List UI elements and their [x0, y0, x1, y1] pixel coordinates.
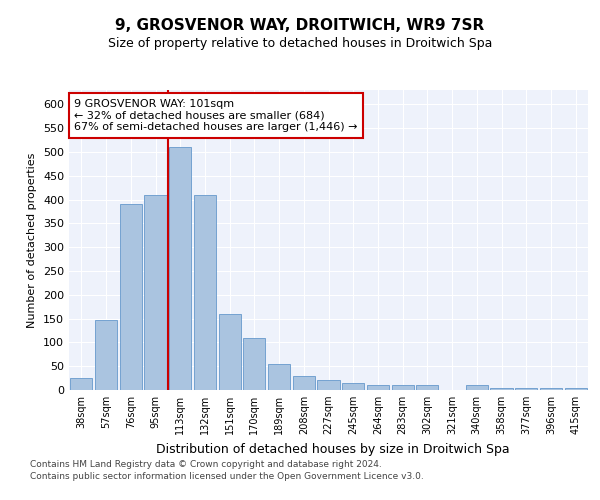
- Bar: [466, 385, 488, 390]
- Text: 9 GROSVENOR WAY: 101sqm
← 32% of detached houses are smaller (684)
67% of semi-d: 9 GROSVENOR WAY: 101sqm ← 32% of detache…: [74, 99, 358, 132]
- Text: Size of property relative to detached houses in Droitwich Spa: Size of property relative to detached ho…: [108, 38, 492, 51]
- Bar: [70, 378, 92, 390]
- Bar: [540, 388, 562, 390]
- Bar: [293, 376, 315, 390]
- Text: Distribution of detached houses by size in Droitwich Spa: Distribution of detached houses by size …: [156, 442, 510, 456]
- Y-axis label: Number of detached properties: Number of detached properties: [28, 152, 37, 328]
- Bar: [169, 147, 191, 390]
- Bar: [218, 314, 241, 390]
- Text: Contains HM Land Registry data © Crown copyright and database right 2024.: Contains HM Land Registry data © Crown c…: [30, 460, 382, 469]
- Bar: [317, 380, 340, 390]
- Bar: [243, 338, 265, 390]
- Bar: [268, 364, 290, 390]
- Bar: [119, 204, 142, 390]
- Bar: [95, 320, 117, 390]
- Bar: [565, 388, 587, 390]
- Bar: [515, 388, 538, 390]
- Text: Contains public sector information licensed under the Open Government Licence v3: Contains public sector information licen…: [30, 472, 424, 481]
- Bar: [145, 195, 167, 390]
- Bar: [416, 385, 439, 390]
- Bar: [367, 385, 389, 390]
- Bar: [342, 383, 364, 390]
- Bar: [490, 388, 512, 390]
- Bar: [392, 385, 414, 390]
- Bar: [194, 195, 216, 390]
- Text: 9, GROSVENOR WAY, DROITWICH, WR9 7SR: 9, GROSVENOR WAY, DROITWICH, WR9 7SR: [115, 18, 485, 32]
